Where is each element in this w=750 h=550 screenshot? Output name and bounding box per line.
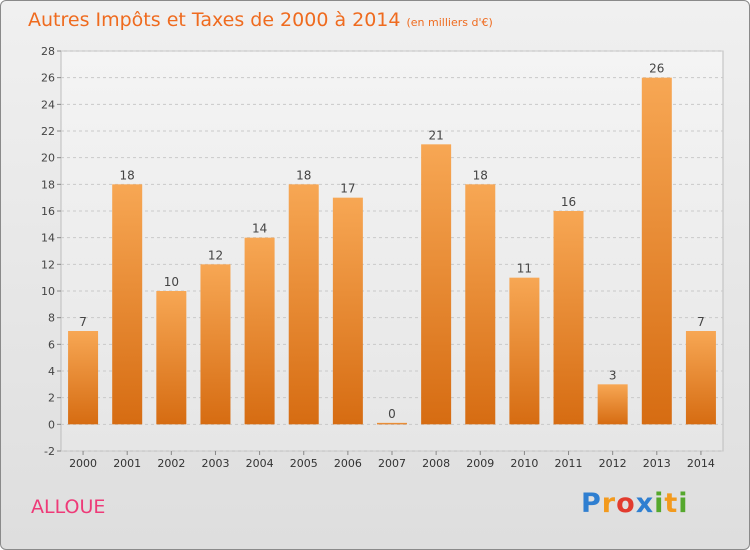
data-label: 18 bbox=[296, 168, 311, 182]
bar-2009 bbox=[465, 184, 496, 425]
commune-name: ALLOUE bbox=[31, 496, 106, 518]
bar-2008 bbox=[421, 144, 452, 425]
data-label: 0 bbox=[388, 407, 396, 421]
bar-2010 bbox=[509, 277, 540, 425]
logo-letter: r bbox=[601, 488, 617, 519]
proxiti-logo: Proxiti bbox=[581, 488, 689, 519]
logo-letter: P bbox=[581, 488, 602, 519]
y-tick-label: 4 bbox=[48, 365, 55, 378]
x-tick-label: 2006 bbox=[334, 457, 362, 470]
data-label: 18 bbox=[120, 168, 135, 182]
x-tick-label: 2010 bbox=[510, 457, 538, 470]
logo-letter: i bbox=[678, 488, 689, 519]
y-tick-label: 6 bbox=[48, 338, 55, 351]
y-tick-label: 16 bbox=[41, 205, 55, 218]
logo-letter: i bbox=[654, 488, 665, 519]
y-tick-label: 24 bbox=[41, 98, 55, 111]
bar-2000 bbox=[68, 331, 99, 425]
bar-2014 bbox=[685, 331, 716, 425]
chart-title-text: Autres Impôts et Taxes de 2000 à 2014 bbox=[28, 9, 401, 31]
y-tick-label: 18 bbox=[41, 178, 55, 191]
x-tick-label: 2004 bbox=[246, 457, 274, 470]
x-tick-label: 2008 bbox=[422, 457, 450, 470]
chart-subtitle: (en milliers d'€) bbox=[406, 16, 493, 29]
data-labels: 7 18 10 12 14 18 17 0 21 18 11 16 3 26 7 bbox=[79, 62, 705, 421]
bar-2006 bbox=[332, 197, 363, 425]
bar-2011 bbox=[553, 211, 584, 425]
bar-2003 bbox=[200, 264, 231, 425]
x-tick-label: 2013 bbox=[643, 457, 671, 470]
data-label: 12 bbox=[208, 248, 223, 262]
x-tick-label: 2011 bbox=[555, 457, 583, 470]
y-tick-label: 28 bbox=[41, 45, 55, 58]
data-label: 3 bbox=[609, 368, 617, 382]
data-label: 18 bbox=[473, 168, 488, 182]
y-tick-label: -2 bbox=[44, 445, 55, 458]
x-tick-label: 2009 bbox=[466, 457, 494, 470]
bar-2007 bbox=[377, 422, 407, 425]
bar-2005 bbox=[288, 184, 319, 425]
y-tick-label: 2 bbox=[48, 392, 55, 405]
data-label: 7 bbox=[79, 315, 87, 329]
x-tick-label: 2000 bbox=[69, 457, 97, 470]
data-label: 26 bbox=[649, 62, 664, 76]
data-label: 21 bbox=[428, 128, 443, 142]
x-axis: 2000 2001 2002 2003 2004 2005 2006 2007 2008 2009… bbox=[69, 451, 715, 470]
bars bbox=[68, 77, 716, 425]
y-tick-label: 26 bbox=[41, 72, 55, 85]
x-tick-label: 2003 bbox=[201, 457, 229, 470]
bar-2004 bbox=[244, 237, 275, 425]
logo-letter: o bbox=[616, 488, 636, 519]
x-tick-label: 2012 bbox=[599, 457, 627, 470]
x-tick-label: 2014 bbox=[687, 457, 715, 470]
y-tick-label: 0 bbox=[48, 418, 55, 431]
data-label: 10 bbox=[164, 275, 179, 289]
x-tick-label: 2007 bbox=[378, 457, 406, 470]
bar-2013 bbox=[641, 77, 672, 425]
y-tick-label: 20 bbox=[41, 152, 55, 165]
y-tick-label: 14 bbox=[41, 232, 55, 245]
logo-letter: x bbox=[635, 488, 655, 519]
y-tick-label: 12 bbox=[41, 258, 55, 271]
data-label: 14 bbox=[252, 222, 267, 236]
bar-2012 bbox=[597, 384, 628, 425]
y-tick-label: 22 bbox=[41, 125, 55, 138]
y-tick-label: 8 bbox=[48, 312, 55, 325]
y-tick-label: 10 bbox=[41, 285, 55, 298]
x-tick-label: 2001 bbox=[113, 457, 141, 470]
data-label: 7 bbox=[697, 315, 705, 329]
bar-2002 bbox=[156, 291, 187, 425]
bar-2001 bbox=[112, 184, 143, 425]
logo-letter: t bbox=[664, 488, 679, 519]
x-tick-label: 2005 bbox=[290, 457, 318, 470]
data-label: 16 bbox=[561, 195, 576, 209]
chart-title: Autres Impôts et Taxes de 2000 à 2014 (en… bbox=[28, 9, 493, 31]
x-tick-label: 2002 bbox=[157, 457, 185, 470]
data-label: 11 bbox=[517, 262, 532, 276]
data-label: 17 bbox=[340, 182, 355, 196]
